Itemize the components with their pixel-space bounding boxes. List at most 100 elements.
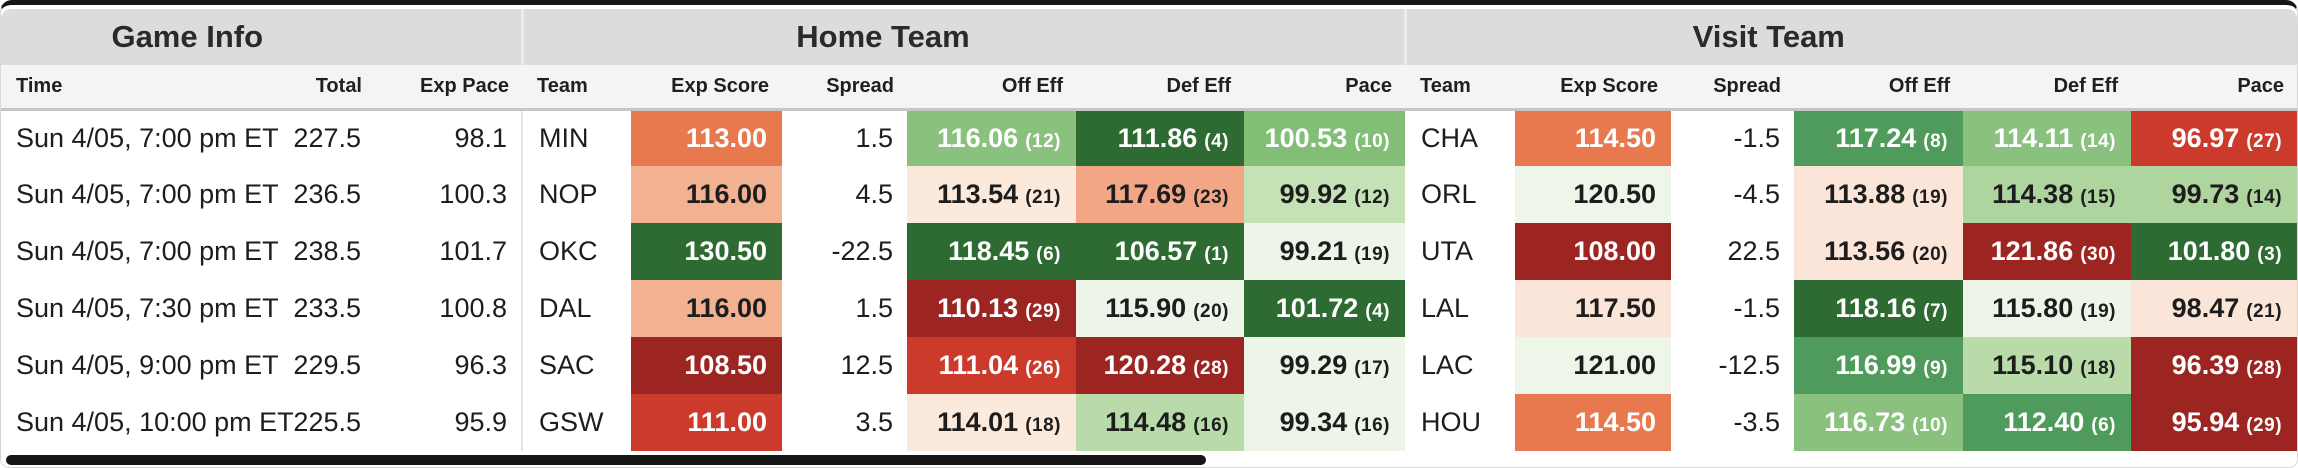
col-header-visit-def-eff[interactable]: Def Eff (1963, 65, 2132, 111)
col-header-home-spread[interactable]: Spread (782, 65, 907, 111)
home-pace-rank: (10) (1354, 130, 1391, 152)
game-exp-pace: 98.1 (375, 109, 523, 166)
home-spread: 1.5 (782, 280, 907, 337)
col-header-home-off-eff[interactable]: Off Eff (907, 65, 1076, 111)
visit-off-eff-cell: 113.56 (20) (1794, 223, 1964, 280)
visit-off-eff-value: 116.73 (1824, 407, 1906, 437)
visit-pace-cell: 96.97 (27) (2131, 109, 2297, 166)
home-pace-rank: (16) (1354, 415, 1391, 436)
visit-def-eff-value: 115.10 (1992, 350, 2074, 380)
visit-team-abbr: UTA (1405, 223, 1516, 280)
visit-off-eff-rank: (19) (1912, 187, 1949, 208)
home-team-abbr: SAC (522, 337, 631, 394)
home-exp-score-value: 113.00 (685, 122, 767, 153)
home-def-eff-value: 114.48 (1105, 407, 1187, 437)
game-time: Sun 4/05, 10:00 pm ET (1, 394, 294, 451)
home-off-eff-value: 110.13 (937, 293, 1019, 323)
home-def-eff-value: 111.86 (1117, 122, 1198, 153)
home-pace-value: 101.72 (1275, 293, 1359, 323)
visit-pace-rank: (28) (2246, 358, 2283, 379)
home-def-eff-rank: (20) (1193, 301, 1229, 322)
col-header-home-pace[interactable]: Pace (1244, 65, 1406, 111)
home-spread: 4.5 (782, 166, 907, 223)
col-header-visit-team[interactable]: Team (1405, 65, 1516, 111)
horizontal-scrollbar-track[interactable] (1, 453, 2297, 467)
visit-off-eff-rank: (20) (1912, 244, 1949, 265)
game-total: 225.5 (243, 394, 375, 451)
home-exp-score-cell: 108.50 (631, 337, 782, 394)
home-def-eff-value: 115.90 (1105, 293, 1187, 323)
visit-exp-score-value: 114.50 (1574, 122, 1657, 153)
home-def-eff-cell: 117.69 (23) (1076, 166, 1244, 223)
col-header-home-team[interactable]: Team (522, 65, 631, 111)
visit-def-eff-cell: 112.40 (6) (1963, 394, 2132, 451)
game-time: Sun 4/05, 9:00 pm ET (1, 337, 279, 394)
visit-off-eff-value: 118.16 (1835, 293, 1917, 323)
col-header-visit-off-eff[interactable]: Off Eff (1794, 65, 1964, 111)
visit-exp-score-value: 108.00 (1573, 236, 1657, 266)
game-exp-pace: 100.3 (375, 166, 523, 223)
home-pace-cell: 99.21 (19) (1244, 223, 1406, 280)
visit-off-eff-value: 117.24 (1835, 122, 1917, 153)
home-pace-cell: 100.53 (10) (1244, 109, 1406, 166)
visit-exp-score-value: 120.50 (1573, 179, 1657, 209)
home-def-eff-value: 117.69 (1105, 179, 1187, 209)
home-pace-rank: (12) (1354, 187, 1391, 208)
home-off-eff-rank: (6) (1036, 244, 1061, 265)
visit-team-abbr: LAC (1405, 337, 1516, 394)
visit-def-eff-rank: (30) (2080, 244, 2117, 265)
home-exp-score-value: 111.00 (687, 407, 767, 437)
col-header-home-def-eff[interactable]: Def Eff (1076, 65, 1244, 111)
visit-pace-rank: (27) (2246, 130, 2283, 152)
visit-off-eff-cell: 116.73 (10) (1794, 394, 1964, 451)
game-total: 229.5 (243, 337, 375, 394)
home-spread: 3.5 (782, 394, 907, 451)
home-off-eff-cell: 118.45 (6) (907, 223, 1076, 280)
home-off-eff-cell: 110.13 (29) (907, 280, 1076, 337)
visit-pace-value: 99.73 (2171, 179, 2240, 209)
col-header-home-exp-score[interactable]: Exp Score (631, 65, 782, 111)
visit-def-eff-value: 112.40 (2003, 407, 2085, 437)
col-header-visit-pace[interactable]: Pace (2131, 65, 2297, 111)
home-off-eff-rank: (21) (1025, 187, 1061, 208)
home-off-eff-cell: 114.01 (18) (907, 394, 1076, 451)
visit-pace-value: 101.80 (2167, 236, 2251, 266)
group-header-row: Game Info Home Team Visit Team (1, 9, 2297, 65)
home-exp-score-value: 116.00 (685, 293, 767, 323)
visit-pace-rank: (3) (2257, 244, 2283, 265)
visit-exp-score-cell: 120.50 (1515, 166, 1672, 223)
horizontal-scrollbar-thumb[interactable] (6, 455, 1206, 465)
visit-def-eff-cell: 115.10 (18) (1963, 337, 2132, 394)
home-def-eff-rank: (16) (1193, 415, 1229, 436)
home-def-eff-value: 106.57 (1114, 236, 1198, 266)
visit-off-eff-rank: (10) (1912, 415, 1949, 436)
home-exp-score-cell: 116.00 (631, 166, 782, 223)
game-exp-pace: 96.3 (375, 337, 523, 394)
visit-off-eff-cell: 116.99 (9) (1794, 337, 1964, 394)
visit-spread: -12.5 (1671, 337, 1795, 394)
home-def-eff-rank: (28) (1193, 358, 1229, 379)
visit-exp-score-value: 117.50 (1574, 293, 1657, 323)
home-spread: -22.5 (782, 223, 907, 280)
visit-pace-value: 96.97 (2171, 122, 2240, 153)
col-header-time[interactable]: Time (1, 65, 243, 111)
col-header-total[interactable]: Total (243, 65, 375, 111)
visit-def-eff-rank: (18) (2080, 358, 2117, 379)
column-header-row: Time Total Exp Pace Team Exp Score Sprea… (1, 65, 2297, 111)
col-header-exp-pace[interactable]: Exp Pace (375, 65, 522, 111)
home-off-eff-rank: (12) (1025, 130, 1061, 152)
home-off-eff-rank: (18) (1025, 415, 1061, 436)
col-header-visit-spread[interactable]: Spread (1671, 65, 1795, 111)
col-header-visit-exp-score[interactable]: Exp Score (1515, 65, 1672, 111)
visit-def-eff-rank: (19) (2080, 301, 2117, 322)
home-team-abbr: DAL (522, 280, 631, 337)
home-off-eff-value: 118.45 (948, 236, 1030, 266)
game-total: 238.5 (243, 223, 375, 280)
home-def-eff-cell: 111.86 (4) (1076, 109, 1244, 166)
visit-def-eff-value: 114.38 (1992, 179, 2074, 209)
home-off-eff-value: 116.06 (937, 122, 1019, 153)
visit-team-abbr: CHA (1405, 109, 1516, 166)
home-exp-score-value: 116.00 (685, 179, 767, 209)
visit-exp-score-cell: 121.00 (1515, 337, 1672, 394)
home-pace-rank: (19) (1354, 244, 1391, 265)
